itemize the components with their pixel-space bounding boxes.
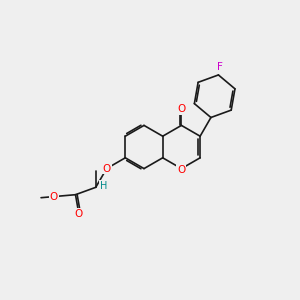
Text: F: F [217, 62, 223, 72]
Text: O: O [74, 208, 82, 219]
Text: H: H [100, 181, 107, 191]
Text: O: O [177, 104, 185, 114]
Text: O: O [50, 192, 58, 202]
Text: O: O [177, 165, 185, 175]
Text: O: O [103, 164, 111, 174]
